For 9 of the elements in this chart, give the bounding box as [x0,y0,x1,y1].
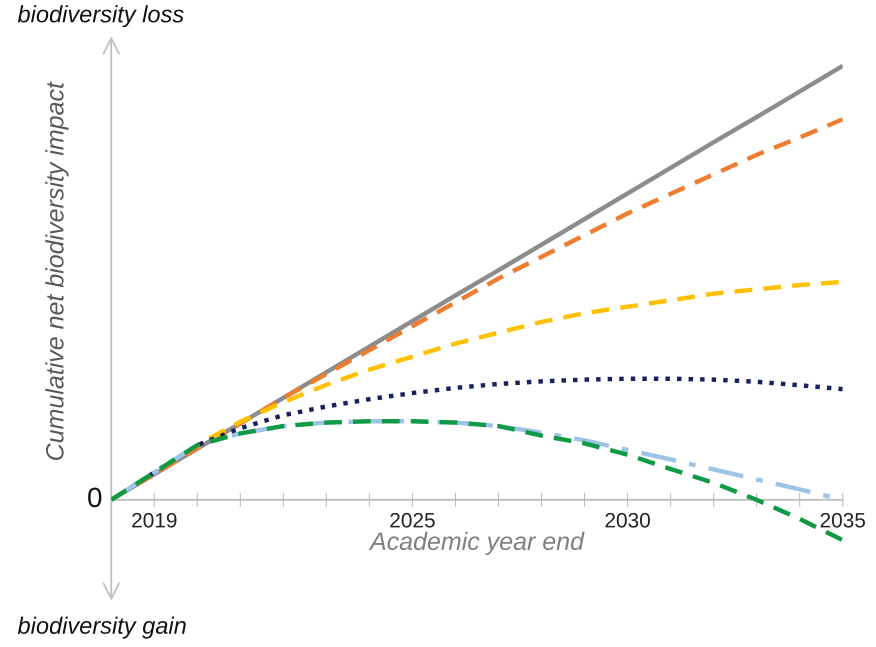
y-axis-title: Cumulative net biodiversity impact [45,81,69,460]
x-tick-label: 2025 [390,512,435,528]
x-tick-label: 2030 [605,512,650,528]
x-tick-label: 2035 [820,512,866,528]
x-axis-title: Academic year end [368,532,585,556]
x-tick-label: 2019 [132,512,176,528]
text: biodiversity loss [18,5,184,28]
text: biodiversity gain [18,616,186,639]
text: 0 [88,488,102,508]
